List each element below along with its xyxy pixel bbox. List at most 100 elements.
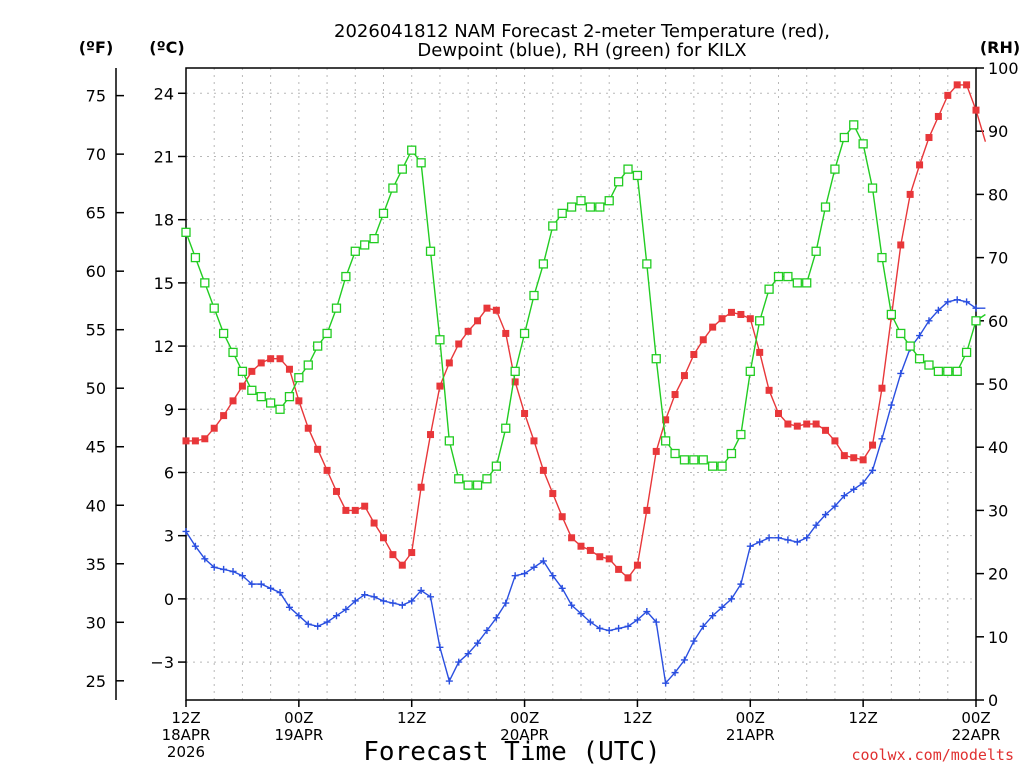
rh-point (595, 202, 605, 212)
rh-point (971, 316, 981, 326)
temperature-point (765, 386, 773, 394)
x-tick-label: 12Z (171, 709, 200, 727)
dewpoint-point (784, 536, 792, 544)
dewpoint-point (182, 527, 190, 535)
dewpoint-point (897, 369, 905, 377)
fahrenheit-tick-label: 75 (86, 87, 106, 106)
rh-point (200, 278, 210, 288)
temperature-point (389, 551, 397, 559)
temperature-point (925, 134, 933, 142)
dewpoint-point (427, 593, 435, 601)
rh-point (416, 158, 426, 168)
rh-point (491, 461, 502, 471)
dewpoint-point (539, 557, 547, 565)
x-tick-label: 12Z (848, 709, 877, 727)
rh-tick-label: 90 (988, 122, 1008, 141)
dewpoint-point (558, 584, 566, 592)
temperature-point (840, 452, 848, 460)
rh-point (604, 196, 614, 206)
dewpoint-point (577, 610, 585, 618)
rh-point (454, 474, 464, 484)
chart-title-line-2: Dewpoint (blue), RH (green) for KILX (417, 40, 746, 61)
rh-tick-label: 70 (988, 249, 1008, 268)
x-tick-label: 12Z (397, 709, 426, 727)
temperature-point (633, 561, 641, 569)
rh-point (510, 366, 520, 377)
rh-point (689, 455, 699, 465)
x-tick-label: 18APR (162, 726, 211, 744)
dewpoint-point (511, 572, 519, 580)
rh-point (256, 391, 266, 402)
dewpoint-point (718, 603, 726, 611)
dewpoint-point (859, 479, 867, 487)
rh-series (181, 120, 986, 490)
temperature-point (822, 426, 830, 434)
temperature-point (671, 391, 679, 399)
rh-point (322, 328, 332, 339)
temperature-point (568, 534, 576, 542)
dewpoint-point (229, 567, 237, 575)
dewpoint-point (492, 614, 500, 622)
dewpoint-point (474, 639, 482, 647)
dewpoint-point (502, 599, 510, 607)
temperature-point (577, 542, 585, 550)
series-layer (181, 81, 987, 687)
x-tick-label: 00Z (736, 709, 765, 727)
fahrenheit-tick-label: 60 (86, 262, 106, 281)
temperature-point (699, 336, 707, 344)
dewpoint-point (953, 296, 961, 304)
rh-point (877, 252, 887, 263)
dewpoint-point (690, 637, 698, 645)
rh-point (802, 278, 812, 288)
x-tick-label: 19APR (274, 726, 323, 744)
rh-point (632, 170, 643, 181)
dewpoint-point (267, 584, 275, 592)
celsius-tick-label: 3 (164, 527, 174, 546)
rh-point (388, 183, 398, 193)
rh-point (472, 480, 483, 490)
dewpoint-point (586, 618, 594, 626)
temperature-point (596, 553, 604, 561)
temperature-point (727, 308, 735, 316)
dewpoint-point (727, 595, 735, 603)
temperature-point (897, 241, 905, 249)
rh-point (849, 120, 859, 130)
temperature-point (191, 437, 199, 445)
rh-point (557, 208, 567, 219)
axes-layer: 25 30 35 40 45 50 55 60 65 70 75 −3 0 3 6 9 12 15 18 21 24 0 1… (86, 59, 1019, 710)
dewpoint-point (699, 622, 707, 630)
temperature-point (944, 91, 952, 99)
x-tick-label: 12Z (623, 709, 652, 727)
rh-point (858, 139, 868, 149)
dewpoint-point (295, 612, 303, 620)
temperature-point (549, 490, 557, 498)
dewpoint-point (812, 521, 820, 529)
temperature-point (304, 424, 312, 432)
rh-point (830, 164, 840, 174)
dewpoint-point (398, 601, 406, 609)
dewpoint-point (765, 534, 773, 542)
temperature-point (652, 447, 660, 455)
temperature-point (756, 348, 764, 356)
x-tick-label: 00Z (961, 709, 990, 727)
rh-point (820, 202, 831, 212)
temperature-point (869, 441, 877, 449)
temperature-point (690, 351, 698, 359)
temperature-point (492, 306, 500, 314)
dewpoint-point (464, 650, 472, 658)
dewpoint-point (615, 624, 623, 632)
temperature-point (220, 412, 228, 420)
dewpoint-point (869, 466, 877, 474)
x-tick-label: 20APR (500, 726, 549, 744)
rh-tick-label: 40 (988, 438, 1008, 457)
unit-label-celsius: (ºC) (149, 38, 184, 57)
rh-point (378, 208, 389, 219)
temperature-point (182, 437, 190, 445)
dewpoint-point (822, 511, 830, 519)
rh-point (444, 436, 454, 446)
rh-point (313, 341, 323, 351)
dewpoint-point (756, 538, 764, 546)
temperature-point (850, 454, 858, 462)
